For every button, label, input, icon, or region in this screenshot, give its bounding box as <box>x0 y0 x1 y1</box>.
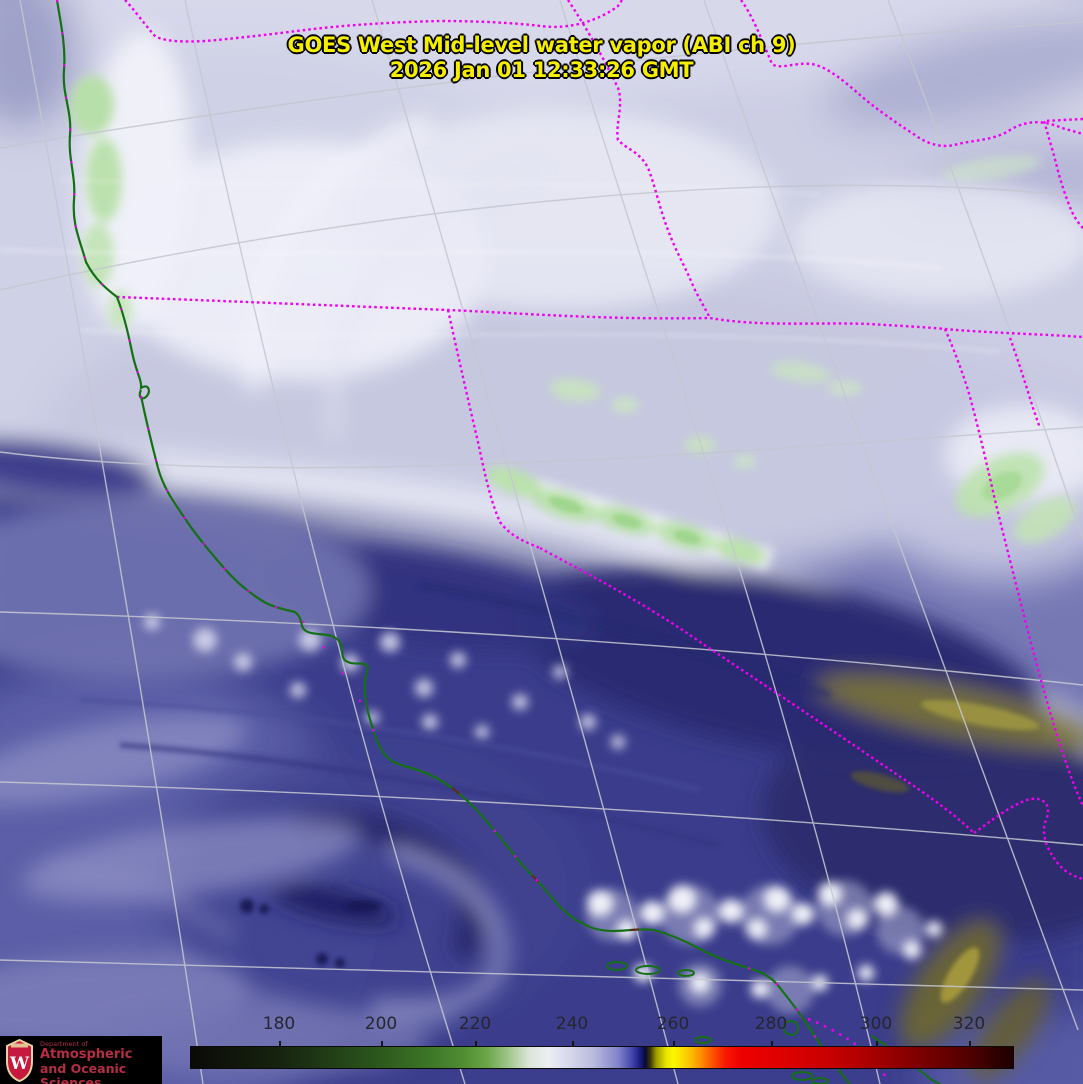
coastline <box>55 0 941 1084</box>
longitude-line <box>887 0 1083 542</box>
colorbar-tick <box>381 1041 383 1047</box>
state-borders <box>116 0 1083 1078</box>
colorbar-label: 260 <box>656 1014 690 1034</box>
temperature-colorbar: 180 200 220 240 260 280 300 320 <box>190 1014 1014 1069</box>
colorbar-label: 220 <box>458 1014 492 1034</box>
border-oregon-idaho <box>567 0 712 319</box>
logo-dept-line2: and Oceanic Sciences <box>40 1061 127 1084</box>
border-nevada-utah <box>943 328 1083 807</box>
logo-dept-line1: Atmospheric <box>40 1047 133 1062</box>
longitude-line <box>184 0 466 1084</box>
colorbar-label: 320 <box>952 1014 986 1034</box>
colorbar-tick <box>771 1041 773 1047</box>
colorbar-tick <box>876 1041 878 1047</box>
longitude-line <box>559 0 881 1084</box>
colorbar-label: 300 <box>859 1014 893 1034</box>
longitude-line <box>703 0 1079 1031</box>
colorbar-label: 240 <box>555 1014 589 1034</box>
latitude-line <box>0 611 1083 686</box>
border-colorado-river <box>973 797 1083 881</box>
border-canada <box>124 0 623 43</box>
colorbar-label: 180 <box>262 1014 296 1034</box>
latitude-line <box>0 184 1083 291</box>
colorbar-label: 200 <box>364 1014 398 1034</box>
border-segment-utah <box>1008 337 1042 429</box>
border-california-nevada-diagonal <box>539 546 975 834</box>
colorbar-tick <box>673 1041 675 1047</box>
latitude-line <box>0 781 1083 846</box>
border-segment-ne <box>1042 117 1083 229</box>
border-canada-east <box>740 0 1083 148</box>
colorbar-tick <box>279 1041 281 1047</box>
colorbar-tick <box>969 1041 971 1047</box>
uw-aos-logo: W Department of Atmospheric and Oceanic … <box>0 1036 162 1084</box>
longitude-line <box>19 0 204 1084</box>
colorbar-tick <box>475 1041 477 1047</box>
logo-text: Department of Atmospheric and Oceanic Sc… <box>40 1040 162 1084</box>
uw-crest-icon: W <box>6 1039 33 1082</box>
longitude-line <box>371 0 679 1084</box>
border-california-nevada-vertical <box>446 309 541 550</box>
latitude-line <box>0 21 1083 149</box>
logo-dept-prefix: Department of <box>40 1040 88 1048</box>
colorbar-label: 280 <box>754 1014 788 1034</box>
svg-text:W: W <box>9 1054 30 1074</box>
latitude-line <box>0 426 1083 469</box>
colorbar-tick <box>572 1041 574 1047</box>
